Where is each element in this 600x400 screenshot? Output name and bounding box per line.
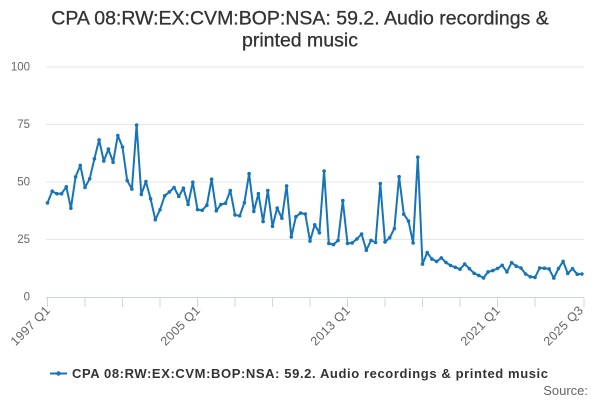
svg-text:100: 100 (11, 62, 30, 74)
svg-text:0: 0 (24, 292, 30, 304)
svg-text:CPA 08:RW:EX:CVM:BOP:NSA: 59.2: CPA 08:RW:EX:CVM:BOP:NSA: 59.2. Audio re… (51, 8, 548, 30)
svg-text:25: 25 (17, 234, 30, 246)
svg-text:50: 50 (17, 177, 30, 189)
svg-text:CPA 08:RW:EX:CVM:BOP:NSA: 59.2: CPA 08:RW:EX:CVM:BOP:NSA: 59.2. Audio re… (72, 366, 549, 381)
svg-text:printed music: printed music (242, 29, 358, 51)
svg-text:Source:: Source: (543, 383, 588, 398)
svg-text:75: 75 (17, 119, 30, 131)
